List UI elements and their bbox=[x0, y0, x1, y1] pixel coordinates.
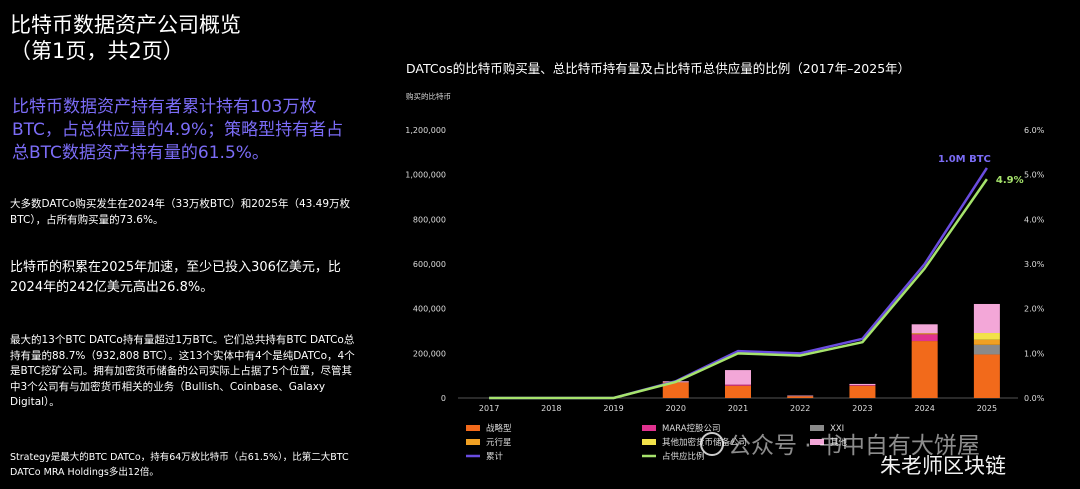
bar-segment bbox=[911, 334, 938, 342]
x-tick-label: 2023 bbox=[852, 404, 872, 413]
bar-segment bbox=[849, 385, 876, 386]
legend-swatch bbox=[466, 425, 480, 431]
bar-segment bbox=[973, 303, 1000, 334]
y-tick-label: 800,000 bbox=[413, 215, 446, 224]
legend-label: 累计 bbox=[486, 451, 504, 462]
bar-segment bbox=[849, 385, 876, 398]
annotation-label: 4.9% bbox=[996, 175, 1024, 186]
legend-swatch bbox=[810, 439, 824, 445]
bar-segment bbox=[973, 333, 1000, 340]
x-tick-label: 2017 bbox=[479, 404, 499, 413]
y2-tick-label: 2.0% bbox=[1024, 305, 1045, 314]
x-tick-label: 2024 bbox=[914, 404, 934, 413]
y-tick-label: 600,000 bbox=[413, 260, 446, 269]
y2-tick-label: 1.0% bbox=[1024, 349, 1045, 358]
y-axis-label: 购买的比特币 bbox=[406, 92, 451, 101]
legend-label: 元行星 bbox=[486, 437, 512, 448]
y2-tick-label: 3.0% bbox=[1024, 260, 1045, 269]
x-tick-label: 2019 bbox=[603, 404, 623, 413]
legend-label: XXI bbox=[830, 424, 844, 434]
watermark-account-text: 公众号 · 书中自有大饼屋 bbox=[728, 433, 980, 459]
bar-segment bbox=[787, 395, 814, 397]
y-tick-label: 0 bbox=[441, 394, 446, 403]
y2-tick-label: 5.0% bbox=[1024, 171, 1045, 180]
legend-swatch bbox=[642, 425, 656, 431]
x-tick-label: 2021 bbox=[728, 404, 748, 413]
paragraph-accumulation: 比特币的积累在2025年加速，至少已投入306亿美元，比2024年的242亿美元… bbox=[10, 260, 341, 295]
page-title: 比特币数据资产公司概览（第1页，共2页） bbox=[10, 13, 241, 63]
bar-segment bbox=[849, 383, 876, 386]
legend-label: 占供应比例 bbox=[662, 451, 705, 462]
y2-tick-label: 4.0% bbox=[1024, 215, 1045, 224]
bar-segment bbox=[973, 344, 1000, 355]
x-tick-label: 2025 bbox=[977, 404, 997, 413]
x-tick-label: 2018 bbox=[541, 404, 561, 413]
legend-swatch bbox=[810, 425, 824, 431]
paragraph-strategy: Strategy是最大的BTC DATCo，持有64万枚比特币（占61.5%），… bbox=[10, 452, 349, 478]
bar-segment bbox=[973, 339, 1000, 345]
x-tick-label: 2020 bbox=[666, 404, 686, 413]
watermark-author: 朱老师区块链 bbox=[880, 454, 1006, 478]
y-tick-label: 1,200,000 bbox=[405, 126, 446, 135]
wechat-icon bbox=[700, 432, 724, 456]
bar-segment bbox=[911, 324, 938, 334]
watermark-account: 公众号 · 书中自有大饼屋 bbox=[700, 426, 980, 460]
chart-title: DATCos的比特币购买量、总比特币持有量及占比特币总供应量的比例（2017年–… bbox=[406, 61, 911, 76]
y-tick-label: 400,000 bbox=[413, 305, 446, 314]
legend-swatch bbox=[642, 439, 656, 445]
x-tick-label: 2022 bbox=[790, 404, 810, 413]
bar-segment bbox=[725, 370, 751, 385]
y-tick-label: 1,000,000 bbox=[405, 171, 446, 180]
bar-segment bbox=[911, 341, 938, 398]
key-highlight: 比特币数据资产持有者累计持有103万枚BTC，占总供应量的4.9%；策略型持有者… bbox=[12, 97, 344, 163]
bar-segment bbox=[911, 333, 938, 335]
legend-label: 其他 bbox=[830, 437, 848, 448]
y2-tick-label: 6.0% bbox=[1024, 126, 1045, 135]
y-tick-label: 200,000 bbox=[413, 349, 446, 358]
paragraph-top-holders: 最大的13个BTC DATCo持有量超过1万BTC。它们总共持有BTC DATC… bbox=[10, 334, 355, 408]
annotation-label: 1.0M BTC bbox=[938, 154, 991, 165]
paragraph-purchases: 大多数DATCo购买发生在2024年（33万枚BTC）和2025年（43.49万… bbox=[10, 198, 351, 226]
bar-segment bbox=[662, 382, 689, 398]
legend-label: MARA控股公司 bbox=[662, 423, 721, 434]
series-line bbox=[489, 178, 988, 400]
bar-segment bbox=[725, 384, 751, 386]
legend-swatch bbox=[466, 439, 480, 445]
bar-segment bbox=[725, 385, 751, 398]
bar-segment bbox=[973, 354, 1000, 398]
legend-label: 战略型 bbox=[486, 423, 512, 434]
bar-segment bbox=[787, 396, 814, 398]
y2-tick-label: 0.0% bbox=[1024, 394, 1045, 403]
